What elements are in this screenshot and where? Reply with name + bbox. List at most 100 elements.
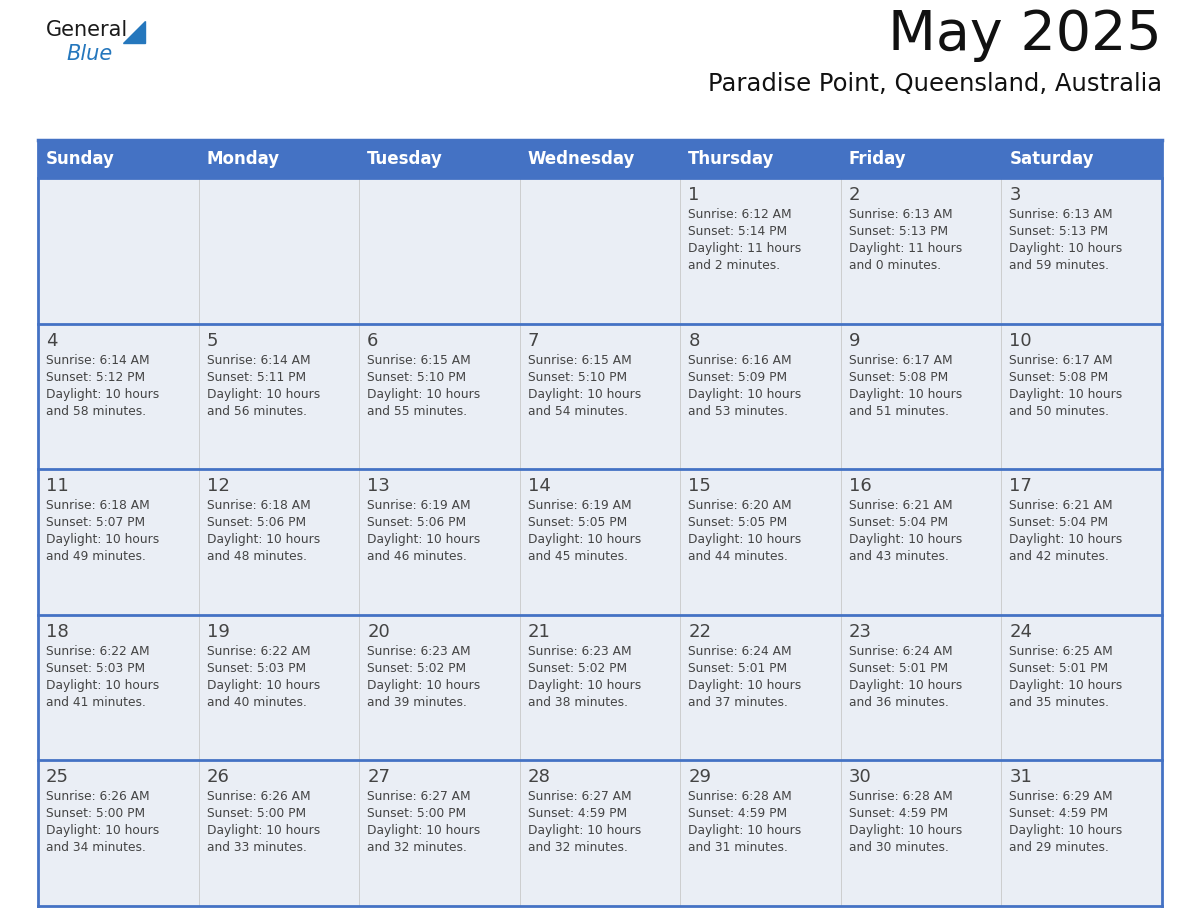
Text: and 50 minutes.: and 50 minutes. [1010, 405, 1110, 418]
Text: Sunrise: 6:18 AM: Sunrise: 6:18 AM [207, 499, 310, 512]
Text: Sunset: 5:07 PM: Sunset: 5:07 PM [46, 516, 145, 529]
Text: Daylight: 10 hours: Daylight: 10 hours [1010, 678, 1123, 692]
Text: 20: 20 [367, 622, 390, 641]
Text: 21: 21 [527, 622, 550, 641]
Text: Sunrise: 6:18 AM: Sunrise: 6:18 AM [46, 499, 150, 512]
Text: Sunrise: 6:15 AM: Sunrise: 6:15 AM [527, 353, 632, 366]
Text: 8: 8 [688, 331, 700, 350]
Text: Daylight: 10 hours: Daylight: 10 hours [1010, 824, 1123, 837]
Text: Daylight: 11 hours: Daylight: 11 hours [849, 242, 962, 255]
Text: Daylight: 10 hours: Daylight: 10 hours [207, 533, 320, 546]
Text: 24: 24 [1010, 622, 1032, 641]
Text: Paradise Point, Queensland, Australia: Paradise Point, Queensland, Australia [708, 72, 1162, 96]
Text: Sunset: 5:06 PM: Sunset: 5:06 PM [207, 516, 305, 529]
Text: 29: 29 [688, 768, 712, 787]
Text: Sunset: 5:04 PM: Sunset: 5:04 PM [849, 516, 948, 529]
Text: Daylight: 10 hours: Daylight: 10 hours [849, 533, 962, 546]
Text: and 29 minutes.: and 29 minutes. [1010, 842, 1110, 855]
Text: 25: 25 [46, 768, 69, 787]
Text: Monday: Monday [207, 150, 279, 168]
Text: 31: 31 [1010, 768, 1032, 787]
Text: and 48 minutes.: and 48 minutes. [207, 550, 307, 564]
Bar [38, 469, 1162, 615]
Text: Sunrise: 6:22 AM: Sunrise: 6:22 AM [207, 644, 310, 658]
Text: Sunset: 5:04 PM: Sunset: 5:04 PM [1010, 516, 1108, 529]
Text: Sunrise: 6:28 AM: Sunrise: 6:28 AM [849, 790, 953, 803]
Text: Sunset: 5:13 PM: Sunset: 5:13 PM [849, 225, 948, 238]
Text: Daylight: 10 hours: Daylight: 10 hours [688, 678, 802, 692]
Text: Sunset: 5:00 PM: Sunset: 5:00 PM [207, 808, 305, 821]
Text: Sunrise: 6:23 AM: Sunrise: 6:23 AM [527, 644, 631, 658]
Text: Sunrise: 6:21 AM: Sunrise: 6:21 AM [1010, 499, 1113, 512]
Text: 27: 27 [367, 768, 390, 787]
Text: Sunrise: 6:27 AM: Sunrise: 6:27 AM [367, 790, 470, 803]
Text: Sunset: 5:03 PM: Sunset: 5:03 PM [46, 662, 145, 675]
Text: 16: 16 [849, 477, 872, 495]
Text: Daylight: 10 hours: Daylight: 10 hours [849, 824, 962, 837]
Text: General: General [46, 20, 128, 40]
Text: and 51 minutes.: and 51 minutes. [849, 405, 949, 418]
Text: Sunset: 5:11 PM: Sunset: 5:11 PM [207, 371, 305, 384]
Text: and 59 minutes.: and 59 minutes. [1010, 259, 1110, 272]
Text: Sunset: 4:59 PM: Sunset: 4:59 PM [527, 808, 627, 821]
Text: Sunrise: 6:20 AM: Sunrise: 6:20 AM [688, 499, 792, 512]
Text: and 46 minutes.: and 46 minutes. [367, 550, 467, 564]
Text: 1: 1 [688, 186, 700, 204]
Bar [38, 760, 1162, 906]
Text: and 54 minutes.: and 54 minutes. [527, 405, 627, 418]
Text: Daylight: 10 hours: Daylight: 10 hours [527, 824, 642, 837]
Text: Daylight: 10 hours: Daylight: 10 hours [207, 678, 320, 692]
Text: Sunset: 5:00 PM: Sunset: 5:00 PM [46, 808, 145, 821]
Text: and 31 minutes.: and 31 minutes. [688, 842, 788, 855]
Text: and 32 minutes.: and 32 minutes. [367, 842, 467, 855]
Text: 6: 6 [367, 331, 379, 350]
Text: Daylight: 10 hours: Daylight: 10 hours [688, 824, 802, 837]
Text: 19: 19 [207, 622, 229, 641]
Text: 11: 11 [46, 477, 69, 495]
Text: 26: 26 [207, 768, 229, 787]
Text: Saturday: Saturday [1010, 150, 1094, 168]
Text: Sunset: 5:08 PM: Sunset: 5:08 PM [849, 371, 948, 384]
Text: Daylight: 10 hours: Daylight: 10 hours [46, 678, 159, 692]
Text: Thursday: Thursday [688, 150, 775, 168]
Text: Daylight: 10 hours: Daylight: 10 hours [367, 678, 480, 692]
Text: and 43 minutes.: and 43 minutes. [849, 550, 949, 564]
Text: Sunrise: 6:14 AM: Sunrise: 6:14 AM [207, 353, 310, 366]
Text: Sunrise: 6:19 AM: Sunrise: 6:19 AM [527, 499, 631, 512]
Text: 2: 2 [849, 186, 860, 204]
Text: Daylight: 10 hours: Daylight: 10 hours [527, 533, 642, 546]
Text: and 41 minutes.: and 41 minutes. [46, 696, 146, 709]
Text: Sunset: 5:10 PM: Sunset: 5:10 PM [367, 371, 466, 384]
Text: Sunrise: 6:19 AM: Sunrise: 6:19 AM [367, 499, 470, 512]
Text: Daylight: 10 hours: Daylight: 10 hours [367, 824, 480, 837]
Text: Sunset: 5:01 PM: Sunset: 5:01 PM [688, 662, 788, 675]
Text: Sunrise: 6:26 AM: Sunrise: 6:26 AM [46, 790, 150, 803]
Bar [38, 140, 1162, 178]
Text: Sunset: 5:14 PM: Sunset: 5:14 PM [688, 225, 788, 238]
Text: Daylight: 10 hours: Daylight: 10 hours [688, 533, 802, 546]
Text: and 45 minutes.: and 45 minutes. [527, 550, 627, 564]
Text: Daylight: 10 hours: Daylight: 10 hours [849, 678, 962, 692]
Text: Sunrise: 6:15 AM: Sunrise: 6:15 AM [367, 353, 470, 366]
Text: Sunset: 5:10 PM: Sunset: 5:10 PM [527, 371, 627, 384]
Text: and 32 minutes.: and 32 minutes. [527, 842, 627, 855]
Text: Sunrise: 6:28 AM: Sunrise: 6:28 AM [688, 790, 792, 803]
Text: Sunrise: 6:13 AM: Sunrise: 6:13 AM [849, 208, 953, 221]
Text: Sunrise: 6:27 AM: Sunrise: 6:27 AM [527, 790, 631, 803]
Text: Sunrise: 6:14 AM: Sunrise: 6:14 AM [46, 353, 150, 366]
Text: 7: 7 [527, 331, 539, 350]
Text: Sunset: 5:00 PM: Sunset: 5:00 PM [367, 808, 466, 821]
Text: Daylight: 10 hours: Daylight: 10 hours [207, 387, 320, 400]
Text: and 34 minutes.: and 34 minutes. [46, 842, 146, 855]
Text: and 0 minutes.: and 0 minutes. [849, 259, 941, 272]
Text: Daylight: 10 hours: Daylight: 10 hours [367, 533, 480, 546]
Text: Sunday: Sunday [46, 150, 115, 168]
Text: Sunset: 5:03 PM: Sunset: 5:03 PM [207, 662, 305, 675]
Text: 28: 28 [527, 768, 550, 787]
Text: Daylight: 10 hours: Daylight: 10 hours [688, 387, 802, 400]
Text: and 44 minutes.: and 44 minutes. [688, 550, 788, 564]
Text: Sunrise: 6:24 AM: Sunrise: 6:24 AM [688, 644, 792, 658]
Text: 30: 30 [849, 768, 872, 787]
Text: 22: 22 [688, 622, 712, 641]
Text: Daylight: 10 hours: Daylight: 10 hours [527, 387, 642, 400]
